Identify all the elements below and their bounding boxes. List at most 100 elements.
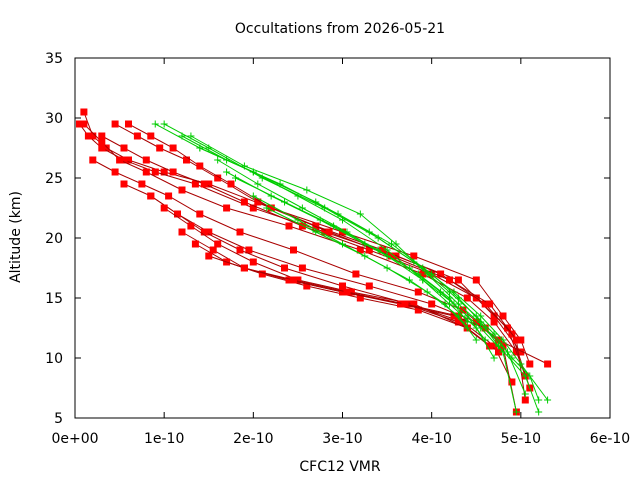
data-point <box>405 276 413 284</box>
data-point <box>490 354 498 362</box>
data-point <box>138 180 146 188</box>
data-point <box>544 396 552 404</box>
data-point <box>339 216 346 224</box>
data-point <box>490 312 498 320</box>
data-point <box>294 276 302 284</box>
data-point <box>454 294 462 302</box>
x-tick-label: 2e-10 <box>233 431 273 447</box>
data-point <box>521 390 529 398</box>
data-point <box>401 300 409 308</box>
data-point <box>183 156 190 164</box>
y-tick-label: 15 <box>45 291 63 307</box>
data-point <box>98 144 106 152</box>
data-point <box>356 210 364 218</box>
data-point <box>490 318 498 326</box>
data-point <box>397 300 404 308</box>
data-point <box>290 246 297 254</box>
data-point <box>249 168 257 176</box>
data-point <box>294 192 302 200</box>
series-line <box>199 147 517 413</box>
data-point <box>151 168 159 176</box>
data-point <box>240 198 248 206</box>
data-point <box>410 300 418 308</box>
data-point <box>125 156 132 164</box>
series-line <box>190 135 526 395</box>
data-point <box>196 210 204 218</box>
data-point <box>303 186 311 194</box>
data-point <box>508 378 516 386</box>
data-point <box>459 306 467 314</box>
data-point <box>441 300 449 308</box>
data-point <box>512 408 520 416</box>
data-point <box>240 264 248 272</box>
data-point <box>343 288 351 296</box>
data-point <box>490 342 498 350</box>
data-point <box>339 288 346 296</box>
data-point <box>223 204 231 212</box>
data-point <box>392 240 400 248</box>
data-point <box>410 252 418 260</box>
data-point <box>142 168 150 176</box>
data-point <box>205 252 213 260</box>
data-point <box>312 228 320 236</box>
data-point <box>414 270 422 278</box>
data-point <box>156 144 164 152</box>
data-point <box>160 120 168 128</box>
data-point <box>339 282 346 290</box>
data-point <box>454 276 462 284</box>
data-point <box>245 246 253 254</box>
data-point <box>200 180 208 188</box>
data-point <box>490 330 498 338</box>
data-point <box>356 294 364 302</box>
data-point <box>535 408 543 416</box>
data-point <box>191 240 199 248</box>
data-point <box>174 210 181 218</box>
red-series <box>80 120 520 356</box>
x-tick-label: 6e-10 <box>590 431 630 447</box>
data-point <box>227 180 235 188</box>
data-point <box>200 228 208 236</box>
data-point <box>281 264 288 272</box>
data-point <box>428 300 436 308</box>
series-line <box>266 207 468 329</box>
data-point <box>178 186 186 194</box>
data-point <box>414 288 422 296</box>
data-point <box>125 120 132 128</box>
data-point <box>80 120 88 128</box>
data-point <box>405 300 413 308</box>
data-point <box>116 156 124 164</box>
data-point <box>267 204 275 212</box>
data-point <box>454 318 462 326</box>
green-series <box>263 204 471 332</box>
data-point <box>499 336 507 344</box>
data-point <box>169 168 177 176</box>
data-point <box>365 246 373 254</box>
data-point <box>526 360 534 368</box>
data-point <box>285 276 293 284</box>
data-point <box>98 132 106 140</box>
data-point <box>191 180 199 188</box>
data-point <box>298 264 306 272</box>
data-point <box>423 270 431 278</box>
y-tick-label: 25 <box>45 171 63 187</box>
data-point <box>356 246 364 254</box>
data-point <box>285 222 293 230</box>
data-point <box>352 270 360 278</box>
data-point <box>463 324 471 332</box>
data-point <box>379 246 387 254</box>
data-point <box>120 180 128 188</box>
green-series <box>187 132 529 398</box>
data-point <box>517 348 525 356</box>
x-tick-label: 5e-10 <box>501 431 541 447</box>
data-point <box>472 276 480 284</box>
data-point <box>495 348 502 356</box>
data-point <box>214 174 222 182</box>
data-point <box>486 342 494 350</box>
data-point <box>133 132 141 140</box>
x-tick-label: 0e+00 <box>51 431 98 447</box>
data-point <box>111 120 119 128</box>
data-point <box>214 240 222 248</box>
data-point <box>499 312 507 320</box>
data-point <box>89 132 97 140</box>
y-tick-label: 5 <box>54 411 63 427</box>
